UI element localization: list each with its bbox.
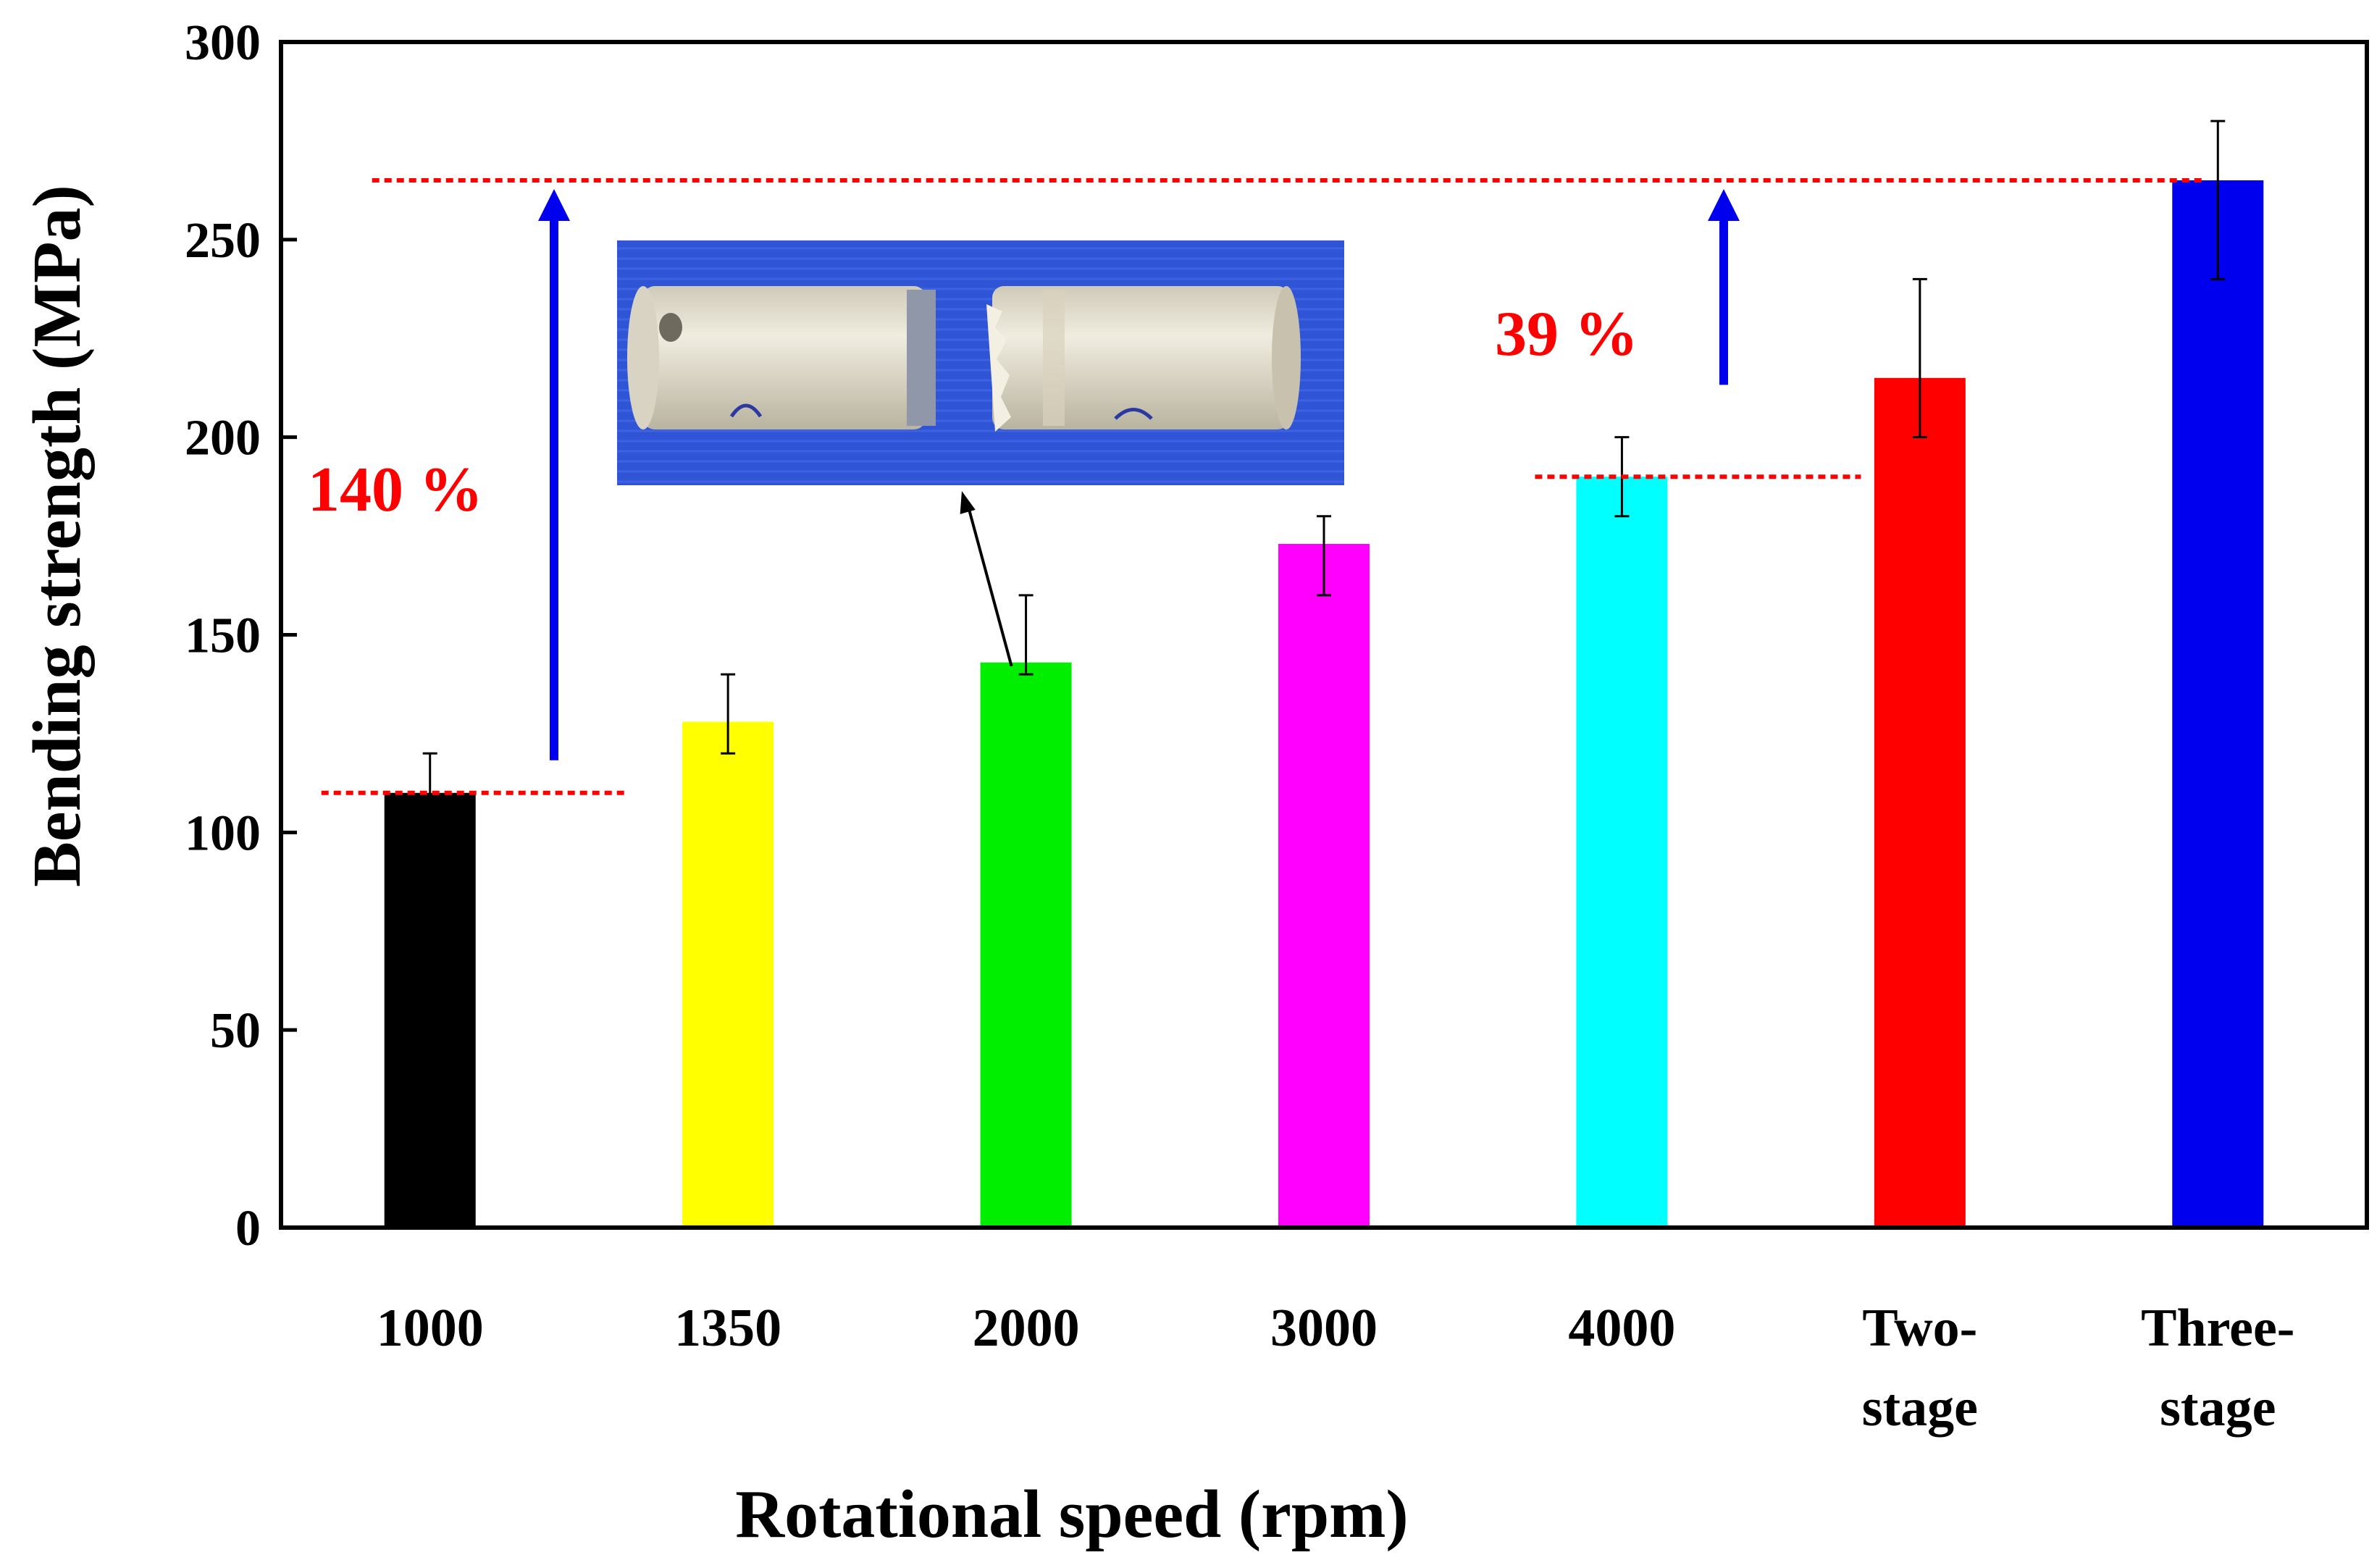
plot-frame [279,40,2369,1230]
bars [384,180,2264,1228]
bar [1576,477,1668,1228]
inset-pointer-arrow [960,491,1013,667]
error-bar [721,673,736,755]
bar [1874,377,1966,1228]
x-tick-label: Two- [1862,1299,1977,1358]
bar [980,662,1072,1228]
inset-photo [617,240,1344,485]
y-tick-label: 100 [185,805,261,861]
x-tick-label: 3000 [1270,1299,1378,1358]
y-axis-title: Bending strength (MPa) [20,185,95,887]
y-tick-label: 50 [210,1003,261,1059]
y-tick-label: 250 [185,213,261,269]
fractured-specimen-right [986,286,1301,432]
x-tick-label: 1350 [674,1299,781,1358]
y-tick-label: 200 [185,411,261,466]
error-bar [1317,515,1331,597]
x-tick-label: stage [2160,1378,2276,1438]
y-axis-ticks: 0 50 100 150 200 250 300 [185,15,297,1257]
x-tick-label: 2000 [973,1299,1080,1358]
y-tick-label: 150 [185,608,261,664]
bar [384,792,476,1228]
fractured-specimen-left [627,286,936,429]
increase-arrow-1 [538,188,570,760]
bar [2172,180,2264,1228]
error-bar [2210,120,2226,280]
reference-lines [321,177,2204,795]
y-tick-label: 0 [235,1201,261,1257]
error-bar [422,752,437,834]
increase-label-39: 39 % [1495,299,1638,369]
increase-label-140: 140 % [308,455,483,525]
x-tick-label: Three- [2141,1299,2294,1358]
x-axis-title: Rotational speed (rpm) [735,1477,1409,1552]
x-tick-label: 4000 [1568,1299,1675,1358]
increase-arrow-2 [1708,188,1740,385]
x-tick-label: stage [1862,1378,1978,1438]
error-bar [1912,277,1927,439]
x-tick-label: 1000 [377,1299,484,1358]
bar [1278,543,1370,1228]
bar [682,721,774,1228]
error-bar [1018,594,1034,676]
x-tick-labels: 1000 1350 2000 3000 4000 Two-stage Three-stage [377,1299,2295,1438]
y-tick-label: 300 [185,15,261,71]
error-bars [422,120,2226,834]
